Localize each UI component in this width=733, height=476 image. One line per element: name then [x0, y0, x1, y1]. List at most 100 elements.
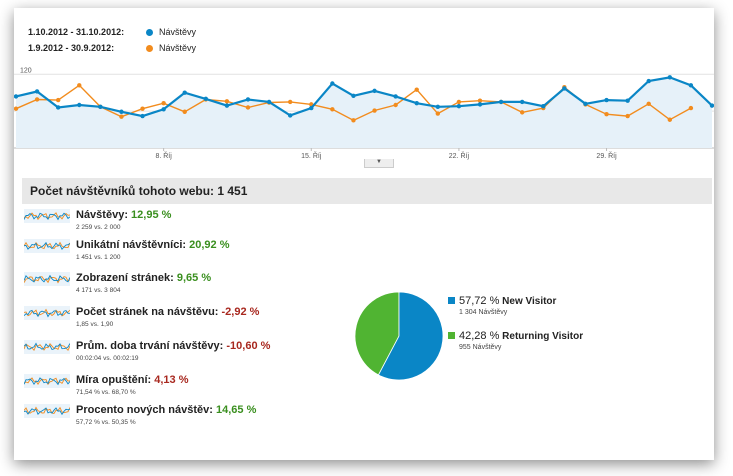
series-point-current — [203, 96, 209, 102]
metric-change: -10,60 % — [226, 340, 271, 352]
series-point-previous — [287, 99, 293, 105]
series-point-current — [414, 100, 419, 106]
series-point-current — [55, 105, 61, 110]
metric-name-line: Návštěvy: 12,95 % — [76, 209, 171, 221]
pie-count-new: 1 304 Návštěvy — [459, 309, 508, 316]
series-point-previous — [351, 118, 356, 123]
series-point-current — [161, 107, 166, 112]
metric-compare: 71,54 % vs. 68,70 % — [76, 389, 136, 396]
metric-compare: 2 259 vs. 2 000 — [76, 224, 121, 231]
pie-legend-new-visitor: 57,72 % New Visitor 1 304 Návštěvy — [448, 295, 556, 316]
metric-row[interactable]: Zobrazení stránek: 9,65 % 4 171 vs. 3 804 — [24, 270, 344, 298]
series-point-current — [98, 104, 103, 110]
series-point-previous — [140, 106, 145, 111]
series-point-previous — [393, 102, 398, 108]
metric-row[interactable]: Počet stránek na návštěvu: -2,92 % 1,85 v… — [24, 304, 344, 332]
series-point-current — [309, 105, 314, 111]
metric-change: 4,13 % — [154, 374, 189, 386]
series-point-current — [34, 89, 40, 94]
metric-row[interactable]: Procento nových návštěv: 14,65 % 57,72 % … — [24, 402, 344, 430]
series-point-current — [224, 103, 230, 108]
pie-legend-swatch-returning — [448, 332, 455, 339]
chart-legend: 1.10.2012 - 31.10.2012: Návštěvy 1.9.201… — [28, 24, 196, 56]
metric-name: Procento nových návštěv: — [76, 404, 213, 416]
series-point-previous — [161, 100, 166, 106]
metric-sparkline — [24, 272, 70, 286]
pie-count-returning: 955 Návštěvy — [459, 344, 502, 351]
series-point-current — [688, 83, 694, 88]
series-point-current — [562, 86, 567, 91]
series-point-previous — [245, 105, 251, 110]
metric-row[interactable]: Unikátní návštěvníci: 20,92 % 1 451 vs. 1… — [24, 237, 344, 265]
metric-row[interactable]: Návštěvy: 12,95 % 2 259 vs. 2 000 — [24, 207, 344, 235]
series-point-current — [287, 113, 293, 118]
series-point-current — [351, 93, 356, 98]
metric-name: Návštěvy: — [76, 209, 128, 221]
x-tick-label: 22. Říj — [449, 151, 470, 160]
metric-change: 20,92 % — [189, 239, 230, 251]
series-point-current — [456, 104, 462, 109]
pie-legend-returning-visitor: 42,28 % Returning Visitor 955 Návštěvy — [448, 330, 583, 351]
legend-current-period: 1.10.2012 - 31.10.2012: Návštěvy — [28, 24, 196, 40]
series-point-current — [14, 94, 19, 99]
series-point-previous — [625, 113, 630, 119]
metric-sparkline — [24, 239, 70, 253]
visitor-type-pie-chart — [354, 291, 444, 381]
legend-range-current: 1.10.2012 - 31.10.2012: — [28, 27, 125, 37]
series-point-current — [182, 90, 187, 95]
series-point-current — [646, 78, 651, 84]
metric-name-line: Unikátní návštěvníci: 20,92 % — [76, 239, 229, 251]
x-tick-label: 29. Říj — [596, 151, 617, 160]
series-point-current — [435, 104, 441, 110]
metric-row[interactable]: Míra opuštění: 4,13 % 71,54 % vs. 68,70 % — [24, 372, 344, 400]
series-point-current — [667, 75, 673, 80]
series-line-current — [15, 76, 713, 118]
pie-pct-returning: 42,28 % — [459, 330, 500, 342]
series-point-previous — [77, 83, 82, 88]
metric-name: Míra opuštění: — [76, 374, 152, 386]
y-tick-label: 120 — [20, 67, 32, 74]
series-point-previous — [435, 111, 441, 116]
series-point-previous — [456, 99, 462, 105]
series-point-current — [372, 88, 377, 94]
x-tick-label: 8. Říj — [155, 151, 172, 160]
metric-sparkline — [24, 306, 70, 320]
x-tick-label: 15. Říj — [301, 151, 322, 160]
series-point-previous — [519, 110, 525, 115]
metric-name: Zobrazení stránek: — [76, 272, 174, 284]
metric-compare: 1 451 vs. 1 200 — [76, 254, 121, 261]
metric-row[interactable]: Prům. doba trvání návštěvy: -10,60 % 00:0… — [24, 338, 344, 366]
series-point-current — [245, 97, 251, 102]
metric-name-line: Procento nových návštěv: 14,65 % — [76, 404, 256, 416]
series-point-current — [604, 97, 609, 103]
metric-change: -2,92 % — [221, 306, 260, 318]
series-point-current — [140, 113, 145, 119]
legend-label-current: Návštěvy — [159, 27, 197, 37]
metric-change: 9,65 % — [176, 272, 212, 284]
legend-label-previous: Návštěvy — [159, 43, 197, 53]
series-point-previous — [372, 108, 377, 113]
legend-dot-previous — [146, 44, 153, 52]
metric-name: Počet stránek na návštěvu: — [76, 306, 219, 318]
pie-slice-returning-visitor[interactable] — [354, 291, 400, 376]
series-point-current — [330, 81, 335, 86]
summary-heading: Počet návštěvníků tohoto webu: 1 451 — [22, 178, 712, 204]
metric-change: 12,95 % — [131, 209, 172, 221]
metric-compare: 00:02:04 vs. 00:02:19 — [76, 355, 139, 362]
chart-collapse-toggle[interactable]: ▼ — [364, 159, 394, 168]
pie-slice-new-visitor[interactable] — [377, 291, 444, 381]
metric-change: 14,65 % — [216, 404, 257, 416]
metric-name-line: Zobrazení stránek: 9,65 % — [76, 272, 211, 284]
series-point-current — [519, 99, 525, 105]
metric-sparkline — [24, 374, 70, 388]
metric-name: Unikátní návštěvníci: — [76, 239, 187, 251]
series-point-previous — [14, 106, 19, 111]
metric-name-line: Prům. doba trvání návštěvy: -10,60 % — [76, 340, 270, 352]
series-point-current — [541, 104, 546, 109]
series-point-previous — [646, 101, 651, 106]
series-point-current — [393, 94, 398, 99]
legend-previous-period: 1.9.2012 - 30.9.2012: Návštěvy — [28, 40, 196, 56]
series-point-previous — [224, 99, 230, 104]
series-point-current — [477, 102, 483, 107]
